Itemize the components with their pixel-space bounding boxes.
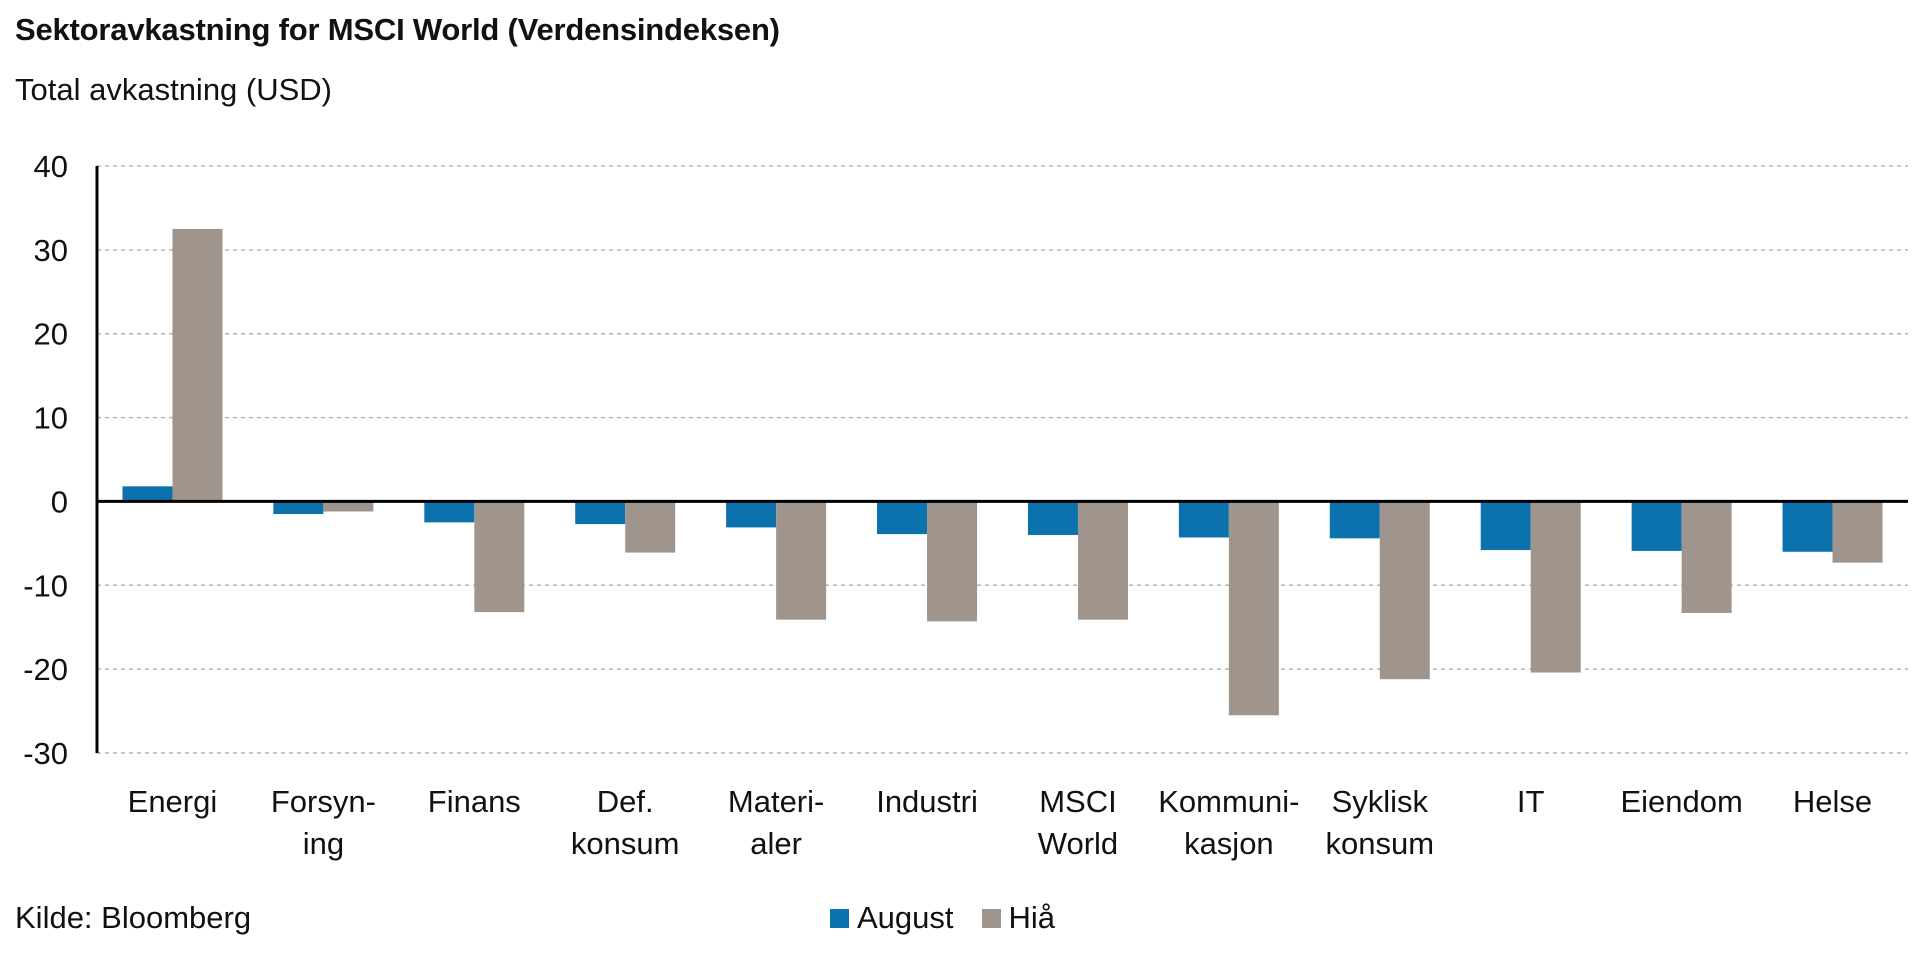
x-category-label: Def. <box>597 784 654 819</box>
bar-hia <box>776 501 827 620</box>
x-category-label: Industri <box>876 784 978 819</box>
bar-chart: 40 30 20 10 0 -10 -20 -30 Energi Forsyn-ing Finans… <box>23 149 1908 861</box>
legend-item-august: August <box>830 900 954 936</box>
bar-august <box>1178 501 1229 538</box>
chart-title: Sektoravkastning for MSCI World (Verdens… <box>15 12 780 47</box>
bar-hia <box>1681 501 1732 613</box>
legend-swatch-august <box>830 908 849 928</box>
bar-august <box>726 501 777 528</box>
bar-august <box>1480 501 1531 551</box>
legend-swatch-hia <box>981 908 1001 928</box>
y-tick-label: 10 <box>34 401 68 436</box>
bar-august <box>1329 501 1380 539</box>
bar-august <box>273 501 324 515</box>
bar-august <box>1631 501 1682 551</box>
y-tick-label: 30 <box>34 233 68 268</box>
y-tick-label: 20 <box>34 317 68 352</box>
legend-item-hia: Hiå <box>981 900 1056 936</box>
bar-august <box>1027 501 1078 535</box>
bar-hia <box>172 228 223 502</box>
bar-hia <box>1832 501 1883 563</box>
bar-august <box>877 501 928 535</box>
x-category-label: kasjon <box>1184 826 1274 861</box>
x-category-label: Energi <box>128 784 218 819</box>
x-category-label: Eiendom <box>1620 784 1742 819</box>
x-category-label: konsum <box>1326 826 1435 861</box>
y-tick-label: -30 <box>23 736 68 771</box>
bar-hia <box>1530 501 1581 673</box>
y-tick-label: 0 <box>51 484 68 519</box>
legend: August Hiå <box>830 900 1083 936</box>
x-category-label: konsum <box>571 826 680 861</box>
x-category-label: Syklisk <box>1332 784 1429 819</box>
x-category-label: Helse <box>1793 784 1872 819</box>
legend-label-august: August <box>857 900 954 935</box>
x-category-label: Materi- <box>728 784 824 819</box>
bar-hia <box>1379 501 1430 680</box>
bar-hia <box>1228 501 1279 716</box>
source-note: Kilde: Bloomberg <box>15 900 252 935</box>
bar-august <box>1782 501 1833 552</box>
x-category-label: MSCI <box>1039 784 1117 819</box>
x-category-label: World <box>1038 826 1118 861</box>
bar-hia <box>927 501 978 622</box>
bar-hia <box>1077 501 1128 620</box>
legend-label-hia: Hiå <box>1008 900 1056 935</box>
bar-august <box>575 501 626 525</box>
bar-august <box>424 501 475 523</box>
chart-subtitle: Total avkastning (USD) <box>15 72 333 107</box>
x-category-label: Kommuni- <box>1158 784 1299 819</box>
bar-august <box>122 486 173 502</box>
bar-hia <box>474 501 525 613</box>
y-tick-label: 40 <box>34 149 68 184</box>
y-tick-label: -20 <box>23 652 68 687</box>
x-category-label: aler <box>750 826 802 861</box>
bar-hia <box>323 501 374 512</box>
x-category-label: IT <box>1517 784 1545 819</box>
x-category-label: ing <box>303 826 344 861</box>
x-category-label: Forsyn- <box>271 784 376 819</box>
y-tick-label: -10 <box>23 568 68 603</box>
bar-hia <box>625 501 676 553</box>
x-category-label: Finans <box>428 784 521 819</box>
